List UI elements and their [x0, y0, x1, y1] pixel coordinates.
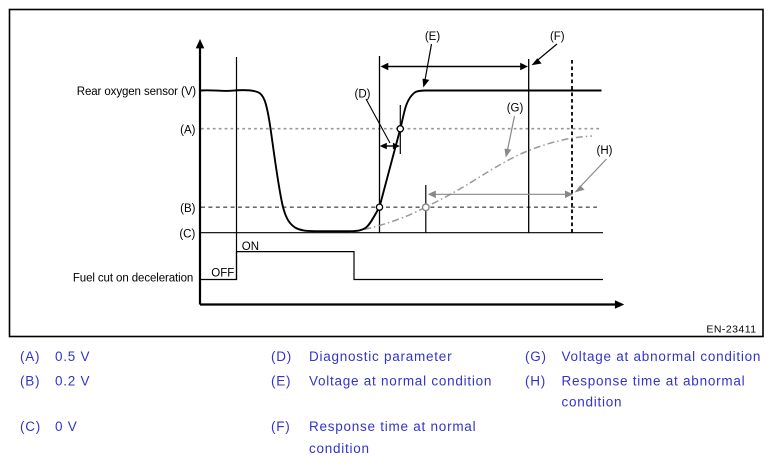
- svg-text:Fuel cut on deceleration: Fuel cut on deceleration: [73, 273, 193, 285]
- svg-text:Response time at abnormal: Response time at abnormal: [562, 374, 746, 389]
- svg-text:(G): (G): [525, 349, 547, 364]
- svg-text:(H): (H): [597, 145, 613, 157]
- svg-text:OFF: OFF: [211, 268, 234, 280]
- svg-text:(D): (D): [271, 349, 292, 364]
- svg-text:Diagnostic parameter: Diagnostic parameter: [309, 349, 452, 364]
- svg-text:condition: condition: [562, 394, 623, 409]
- svg-text:(A): (A): [20, 349, 40, 364]
- svg-text:(G): (G): [507, 103, 524, 115]
- svg-text:(F): (F): [550, 31, 565, 43]
- svg-text:(C): (C): [20, 419, 41, 434]
- svg-text:0 V: 0 V: [55, 419, 78, 434]
- svg-text:(H): (H): [525, 374, 546, 389]
- svg-text:(E): (E): [271, 374, 291, 389]
- svg-text:(B): (B): [180, 203, 196, 215]
- svg-text:0.5 V: 0.5 V: [55, 349, 90, 364]
- svg-text:Voltage at normal condition: Voltage at normal condition: [309, 374, 492, 389]
- svg-text:(C): (C): [179, 229, 195, 241]
- svg-text:Voltage at abnormal condition: Voltage at abnormal condition: [562, 349, 762, 364]
- svg-text:Response time at normal: Response time at normal: [309, 419, 476, 434]
- svg-text:(B): (B): [20, 374, 40, 389]
- svg-text:(D): (D): [355, 89, 371, 101]
- svg-text:Rear oxygen sensor (V): Rear oxygen sensor (V): [77, 86, 197, 98]
- svg-text:(F): (F): [271, 419, 291, 434]
- svg-text:condition: condition: [309, 441, 370, 456]
- svg-text:EN-23411: EN-23411: [706, 324, 756, 336]
- svg-text:(E): (E): [425, 31, 441, 43]
- svg-text:(A): (A): [180, 125, 196, 137]
- svg-text:ON: ON: [242, 241, 259, 253]
- svg-text:0.2 V: 0.2 V: [55, 374, 90, 389]
